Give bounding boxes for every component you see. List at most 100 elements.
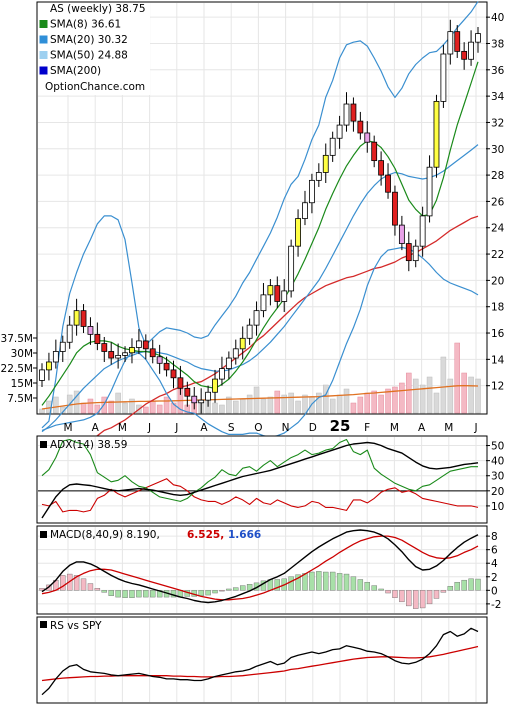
legend-entries: AS (weekly) 38.75 SMA(8) 36.61 SMA(20) 30.… [39,3,146,77]
candle-body [52,351,59,363]
candle-body [398,224,405,244]
plus-di-line [41,438,478,502]
macd-histogram-bar [433,590,440,599]
volume-bar [156,404,163,414]
macd-histogram-bar [323,571,329,591]
volume-ytick-label: 37.5M [1,333,33,345]
volume-bar [39,408,45,414]
candle-body [191,395,198,404]
macd-histogram-bar [115,590,121,598]
candle-body [232,348,239,359]
candle-body [212,378,218,393]
price-ytick-label: 40 [491,12,504,24]
sma20-upper-band [41,1,479,429]
macd-legend: MACD(8,40,9) 8.190, 6.525, 1.666 [40,529,261,541]
volume-bar [80,402,87,414]
volume-bar [399,382,405,414]
volume-bar [468,376,474,414]
candle-body [371,141,378,162]
candle-body [475,33,481,43]
candle-body [440,53,447,102]
macd-histogram-bar [413,590,419,609]
macd-histogram-bar [406,590,412,607]
volume-bar [475,378,481,414]
volume-bar [433,392,440,414]
x-tick-label: J [174,422,178,434]
price-candles [39,19,481,414]
adx-lines [41,438,479,519]
legend-label: 6.525, [187,529,224,541]
x-tick-label: J [473,422,477,434]
price-panel: 12 14 16 18 20 22 24 26 28 30 32 34 36 38 40 7.5M 15M 22… [1,1,505,472]
macd-histogram-bar [329,571,336,591]
x-tick-label: M [390,422,399,434]
macd-histogram-bar [385,590,391,594]
volume-bar [412,378,419,414]
volume-bar [295,400,301,414]
watermark: OptionChance.com [45,81,145,93]
macd-histogram-bar [454,581,460,591]
candle-body [468,41,474,60]
volume-bar [357,396,364,414]
macd-ytick-label: 2 [491,572,498,584]
volume-bar [288,392,294,414]
candle-body [66,324,73,343]
volume-bar [406,372,412,414]
candle-body [156,356,163,364]
macd-histogram-bar [219,590,225,592]
price-ytick-label: 26 [491,196,505,208]
macd-histogram-bar [447,586,454,591]
legend-label: SMA(8) 36.61 [50,19,121,31]
adx-ytick-label: 30 [491,471,504,483]
volume-bar [336,394,343,414]
macd-histogram-bar [399,590,405,603]
macd-panel: -2 02 46 8 MACD(8,40,9) 8.190, 6.525, 1.666 [36,525,501,615]
volume-bar [246,394,253,414]
x-tick-label: A [418,422,426,434]
volume-bar [253,386,260,414]
volume-bar [267,396,274,414]
legend-label: RS vs SPY [50,620,102,632]
volume-bar [73,390,80,414]
x-tick-label: M [444,422,453,434]
macd-histogram-bar [295,574,301,591]
price-gridlines [38,3,486,413]
legend-swatch [40,531,47,538]
volume-bar [239,398,246,414]
minus-di-line [41,478,479,513]
candle-body [225,357,232,369]
candle-body [108,351,115,359]
price-ytick-label: 22 [491,249,504,261]
adx-line [41,441,479,519]
macd-ytick-label: 6 [491,545,498,557]
sma50-line [41,215,479,472]
volume-bar [385,388,391,414]
candle-body [378,160,385,176]
legend-label: MACD(8,40,9) 8.190, [50,529,160,541]
volume-bar [316,392,322,414]
candle-body [184,387,191,397]
macd-histogram-bar [212,590,218,594]
legend-label: 1.666 [228,529,261,541]
macd-histogram-bar [336,573,343,591]
x-tick-label: A [200,422,208,434]
candle-body [129,347,135,354]
candle-body [336,124,343,139]
candle-body [87,326,94,335]
macd-ytick-label: 0 [491,585,498,597]
macd-histogram-bar [274,579,281,591]
candle-body [447,31,454,55]
volume-bar [129,398,135,414]
x-tick-label: M [63,422,72,434]
price-ytick-label: 28 [491,170,504,182]
rs-lines [41,627,479,696]
macd-histogram-bar [60,575,66,591]
volume-bar [371,390,377,414]
volume-bar [343,388,350,414]
price-ytick-label: 32 [491,117,504,129]
adx-panel-frame [36,435,488,524]
volume-bar [143,406,149,414]
macd-histogram-bar [357,579,364,591]
candle-body [322,154,329,173]
x-tick-label: M [118,422,127,434]
